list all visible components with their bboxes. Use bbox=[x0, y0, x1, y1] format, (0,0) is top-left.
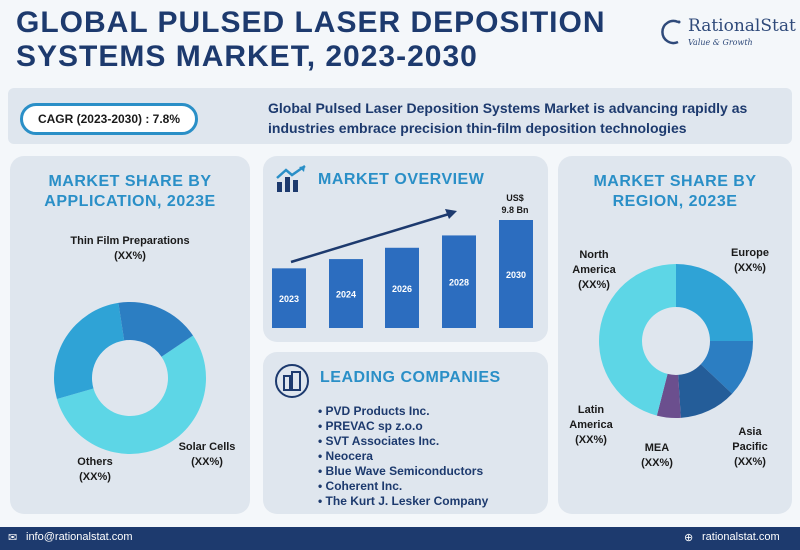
company-name: SVT Associates Inc. bbox=[325, 434, 440, 448]
bar-2026 bbox=[385, 247, 419, 328]
region-slice-mea bbox=[678, 364, 733, 418]
logo-circle-icon bbox=[661, 19, 681, 45]
bar-2028 bbox=[442, 235, 476, 328]
label-asia-pacific-name: Asia Pacific bbox=[732, 426, 768, 453]
cagr-badge: CAGR (2023-2030) : 7.8% bbox=[20, 103, 198, 135]
market-overview-title: MARKET OVERVIEW bbox=[318, 171, 485, 188]
company-item: • PVD Products Inc. bbox=[318, 404, 543, 419]
label-thin-film-name: Thin Film Preparations bbox=[70, 235, 190, 247]
label-thin-film-value: (XX%) bbox=[114, 250, 146, 262]
region-slice-north-america bbox=[599, 264, 676, 416]
trend-arrow-head bbox=[445, 209, 457, 219]
company-name: PVD Products Inc. bbox=[325, 404, 430, 418]
mail-icon: ✉ bbox=[8, 532, 18, 544]
annotation-currency: US$ bbox=[506, 193, 524, 203]
label-latin-america: Latin America (XX%) bbox=[566, 403, 616, 448]
bar-label-2023: 2023 bbox=[279, 294, 299, 304]
application-slice-thin-film-preparations bbox=[56, 335, 207, 454]
label-north-america: North America (XX%) bbox=[565, 248, 623, 293]
title-line-2: SYSTEMS MARKET, 2023-2030 bbox=[16, 40, 478, 73]
logo-tagline: Value & Growth bbox=[688, 38, 753, 47]
label-mea-value: (XX%) bbox=[641, 457, 673, 469]
application-slice-others bbox=[118, 302, 194, 357]
company-list: • PVD Products Inc. • PREVAC sp z.o.o • SV… bbox=[318, 404, 543, 509]
market-size-annotation: US$ 9.8 Bn bbox=[490, 192, 540, 216]
region-donut-chart bbox=[599, 264, 753, 418]
application-chart-title: MARKET SHARE BY APPLICATION, 2023E bbox=[10, 172, 250, 212]
globe-icon: ⊕ bbox=[684, 532, 694, 544]
region-title-line-2: REGION, 2023E bbox=[612, 193, 738, 210]
page-title: GLOBAL PULSED LASER DEPOSITION SYSTEMS M… bbox=[16, 6, 606, 74]
company-item: • Neocera bbox=[318, 449, 543, 464]
bullet-icon: • bbox=[318, 449, 326, 463]
growth-chart-icon bbox=[276, 164, 306, 192]
application-donut-chart bbox=[54, 302, 207, 454]
bullet-icon: • bbox=[318, 479, 326, 493]
company-name: PREVAC sp z.o.o bbox=[325, 419, 423, 433]
bullet-icon: • bbox=[318, 434, 326, 448]
company-item: • PREVAC sp z.o.o bbox=[318, 419, 543, 434]
leading-companies-panel bbox=[263, 352, 548, 514]
bar-2023 bbox=[272, 268, 306, 328]
bar-label-2030: 2030 bbox=[506, 270, 526, 280]
label-mea: MEA (XX%) bbox=[632, 441, 682, 471]
region-slice-latin-america bbox=[656, 373, 681, 418]
application-title-line-2: APPLICATION, 2023E bbox=[44, 193, 216, 210]
bullet-icon: • bbox=[318, 494, 326, 508]
application-title-line-1: MARKET SHARE BY bbox=[48, 173, 212, 190]
region-slice-asia-pacific bbox=[700, 341, 753, 394]
brand-logo[interactable]: RationalStat Value & Growth bbox=[660, 14, 796, 54]
label-latin-america-value: (XX%) bbox=[575, 434, 607, 446]
bar-label-2026: 2026 bbox=[392, 284, 412, 294]
bullet-icon: • bbox=[318, 419, 326, 433]
bar-2024 bbox=[329, 259, 363, 328]
leading-companies-title: LEADING COMPANIES bbox=[320, 369, 501, 386]
label-others-name: Others bbox=[77, 456, 113, 468]
bullet-icon: • bbox=[318, 404, 326, 418]
label-europe-name: Europe bbox=[731, 247, 769, 259]
footer-website[interactable]: rationalstat.com bbox=[702, 531, 780, 543]
market-overview-bar-chart: 2023 2024 2026 2028 2030 bbox=[272, 209, 533, 328]
footer-bar: ✉ info@rationalstat.com ⊕ rationalstat.c… bbox=[0, 527, 800, 550]
label-north-america-value: (XX%) bbox=[578, 279, 610, 291]
label-solar-cells-value: (XX%) bbox=[191, 456, 223, 468]
bar-label-2024: 2024 bbox=[336, 290, 356, 300]
company-name: The Kurt J. Lesker Company bbox=[325, 494, 489, 508]
label-asia-pacific-value: (XX%) bbox=[734, 456, 766, 468]
label-thin-film: Thin Film Preparations (XX%) bbox=[70, 234, 190, 264]
region-slice-europe bbox=[676, 264, 753, 341]
footer-email[interactable]: info@rationalstat.com bbox=[26, 531, 133, 543]
label-solar-cells-name: Solar Cells bbox=[178, 441, 236, 453]
company-item: • The Kurt J. Lesker Company bbox=[318, 494, 543, 509]
company-name: Blue Wave Semiconductors bbox=[325, 464, 484, 478]
label-solar-cells: Solar Cells (XX%) bbox=[170, 440, 244, 470]
label-mea-name: MEA bbox=[644, 442, 670, 454]
label-europe-value: (XX%) bbox=[734, 262, 766, 274]
company-item: • Blue Wave Semiconductors bbox=[318, 464, 543, 479]
company-item: • SVT Associates Inc. bbox=[318, 434, 543, 449]
trend-arrow bbox=[290, 212, 450, 264]
bar-2030 bbox=[499, 220, 533, 328]
region-share-panel bbox=[558, 156, 792, 514]
label-others: Others (XX%) bbox=[60, 455, 130, 485]
bar-label-2028: 2028 bbox=[449, 278, 469, 288]
label-north-america-name: North America bbox=[572, 249, 616, 276]
region-title-line-1: MARKET SHARE BY bbox=[593, 173, 757, 190]
company-name: Coherent Inc. bbox=[325, 479, 403, 493]
application-slice-solar-cells bbox=[54, 302, 125, 399]
label-others-value: (XX%) bbox=[79, 471, 111, 483]
building-icon bbox=[275, 364, 309, 398]
label-europe: Europe (XX%) bbox=[718, 246, 782, 276]
label-latin-america-name: Latin America bbox=[569, 404, 613, 431]
company-item: • Coherent Inc. bbox=[318, 479, 543, 494]
company-name: Neocera bbox=[325, 449, 373, 463]
label-asia-pacific: Asia Pacific (XX%) bbox=[722, 425, 778, 470]
logo-name: RationalStat bbox=[688, 16, 796, 36]
banner-text: Global Pulsed Laser Deposition Systems M… bbox=[268, 100, 748, 136]
region-chart-title: MARKET SHARE BY REGION, 2023E bbox=[558, 172, 792, 212]
bullet-icon: • bbox=[318, 464, 326, 478]
annotation-value: 9.8 Bn bbox=[501, 205, 529, 215]
title-line-1: GLOBAL PULSED LASER DEPOSITION bbox=[16, 6, 606, 39]
